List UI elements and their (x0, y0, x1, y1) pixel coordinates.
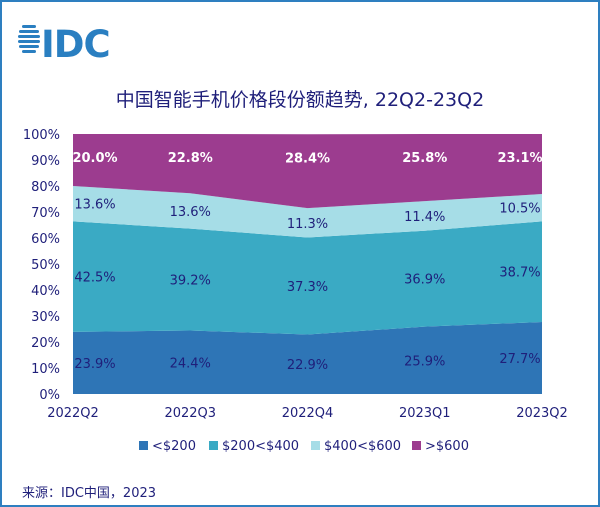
areas (73, 134, 542, 394)
data-label: 23.1% (497, 151, 542, 166)
y-tick-label: 100% (23, 128, 60, 143)
y-tick-label: 90% (31, 154, 60, 169)
y-tick-label: 70% (31, 206, 60, 221)
y-axis: 0% 10% 20% 30% 40% 50% 60% 70% 80% 90% 100% (23, 128, 60, 403)
legend-swatch (311, 441, 320, 450)
x-tick-label: 2022Q4 (282, 406, 334, 421)
data-label: 23.9% (74, 357, 115, 372)
source-note: 来源：IDC中国，2023 (22, 486, 156, 501)
y-tick-label: 0% (39, 388, 60, 403)
legend-swatch (412, 441, 421, 450)
y-tick-label: 60% (31, 232, 60, 247)
data-label: 11.3% (287, 217, 328, 232)
data-labels: 23.9% 24.4% 22.9% 25.9% 27.7% 42.5% 39.2% 37.3%… (72, 151, 542, 373)
area-0 (73, 321, 542, 394)
data-label: 38.7% (499, 266, 540, 281)
data-label: 11.4% (404, 210, 445, 225)
data-label: 37.3% (287, 280, 328, 295)
x-axis: 2022Q2 2022Q3 2022Q4 2023Q1 2023Q2 (47, 406, 568, 421)
legend-item: $400<$600 (311, 439, 401, 454)
x-tick-label: 2022Q2 (47, 406, 99, 421)
y-tick-label: 30% (31, 310, 60, 325)
legend-label: $400<$600 (324, 439, 401, 454)
chart-title: 中国智能手机价格段份额趋势, 22Q2-23Q2 (116, 89, 484, 111)
legend-label: >$600 (425, 439, 469, 454)
data-label: 28.4% (285, 151, 330, 166)
legend-swatch (139, 441, 148, 450)
legend: <$200 $200<$400 $400<$600 >$600 (139, 439, 469, 454)
data-label: 25.9% (404, 354, 445, 369)
idc-logo: IDC (18, 23, 111, 66)
y-tick-label: 80% (31, 180, 60, 195)
data-label: 39.2% (170, 274, 211, 289)
idc-globe-icon (18, 25, 40, 53)
area-2 (73, 186, 542, 238)
data-label: 42.5% (74, 271, 115, 286)
data-label: 25.8% (402, 151, 447, 166)
data-label: 22.9% (287, 358, 328, 373)
data-label: 36.9% (404, 273, 445, 288)
data-label: 13.6% (170, 205, 211, 220)
data-label: 24.4% (170, 356, 211, 371)
data-label: 22.8% (168, 151, 213, 166)
data-label: 13.6% (74, 198, 115, 213)
area-3 (73, 134, 542, 209)
legend-item: >$600 (412, 439, 469, 454)
legend-label: <$200 (152, 439, 196, 454)
x-tick-label: 2023Q1 (399, 406, 451, 421)
legend-label: $200<$400 (222, 439, 299, 454)
x-tick-label: 2023Q2 (516, 406, 568, 421)
legend-swatch (209, 441, 218, 450)
legend-item: <$200 (139, 439, 196, 454)
legend-item: $200<$400 (209, 439, 299, 454)
idc-logo-text: IDC (41, 23, 110, 66)
data-label: 27.7% (499, 352, 540, 367)
y-tick-label: 40% (31, 284, 60, 299)
data-label: 20.0% (72, 151, 117, 166)
y-tick-label: 10% (31, 362, 60, 377)
x-tick-label: 2022Q3 (164, 406, 216, 421)
data-label: 10.5% (499, 202, 540, 217)
y-tick-label: 50% (31, 258, 60, 273)
area-1 (73, 221, 542, 335)
y-tick-label: 20% (31, 336, 60, 351)
